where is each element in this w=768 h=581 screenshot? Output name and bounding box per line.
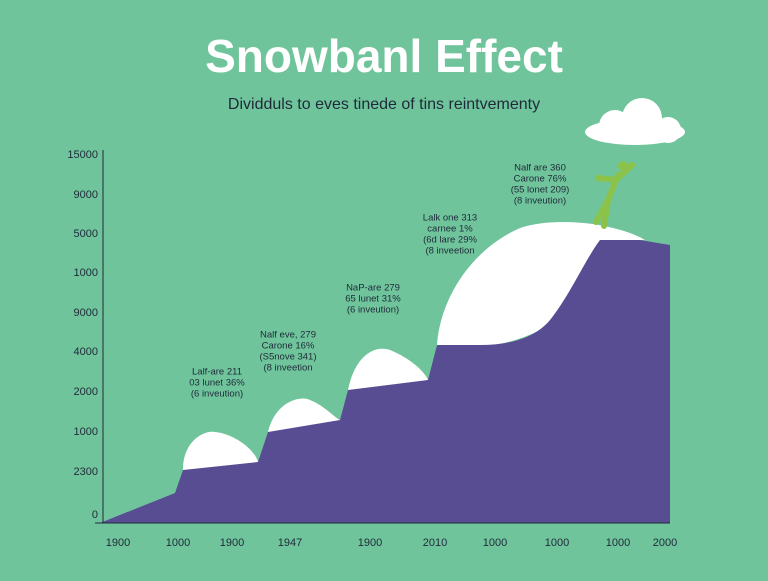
x-axis-label: 2000	[653, 537, 677, 549]
x-axis-label: 1900	[106, 537, 130, 549]
climber	[593, 161, 635, 229]
annotation: (8 inveetion	[425, 246, 474, 257]
x-axis-label: 1900	[358, 537, 382, 549]
y-axis-label: 15000	[67, 149, 98, 161]
annotation: (8 inveetion	[263, 363, 312, 374]
annotation: carnee 1%	[427, 224, 473, 235]
annotation: (55 lonet 209)	[511, 185, 570, 196]
y-axis-label: 0	[92, 509, 98, 521]
annotation: 03 lunet 36%	[189, 378, 245, 389]
annotation: (6d lare 29%	[423, 235, 477, 246]
annotation: Nalf are 360	[514, 163, 566, 174]
x-axis-label: 1900	[220, 537, 244, 549]
growth-area	[100, 240, 670, 523]
x-axis-label: 1000	[545, 537, 569, 549]
cloud	[585, 98, 685, 145]
y-axis-label: 5000	[74, 228, 98, 240]
annotation: (6 inveution)	[191, 389, 243, 400]
y-axis-label: 9000	[74, 189, 98, 201]
subtitle: Dividduls to eves tinede of tins reintve…	[228, 96, 540, 113]
annotation: Lalk one 313	[423, 213, 477, 224]
x-axis-label: 1947	[278, 537, 302, 549]
y-axis-label: 4000	[74, 346, 98, 358]
x-axis-label: 1000	[166, 537, 190, 549]
y-axis-label: 1000	[74, 426, 98, 438]
annotation: Carone 76%	[514, 174, 567, 185]
title: Snowbanl Effect	[205, 30, 563, 82]
y-axis-label: 2300	[74, 466, 98, 478]
x-axis-label: 1000	[483, 537, 507, 549]
annotation: NaP-are 279	[346, 283, 400, 294]
annotation: (S5nove 341)	[259, 352, 316, 363]
annotation: (6 inveution)	[347, 305, 399, 316]
y-axis-label: 9000	[74, 307, 98, 319]
annotation: Nalf eve, 279	[260, 330, 316, 341]
annotation: Carone 16%	[262, 341, 315, 352]
y-axis-label: 1000	[74, 267, 98, 279]
annotation: Lalf-are 211	[192, 367, 242, 378]
x-axis-label: 1000	[606, 537, 630, 549]
x-axis-label: 2010	[423, 537, 447, 549]
annotation: (8 inveution)	[514, 196, 566, 207]
y-axis-label: 2000	[74, 386, 98, 398]
annotation: 65 lunet 31%	[345, 294, 401, 305]
